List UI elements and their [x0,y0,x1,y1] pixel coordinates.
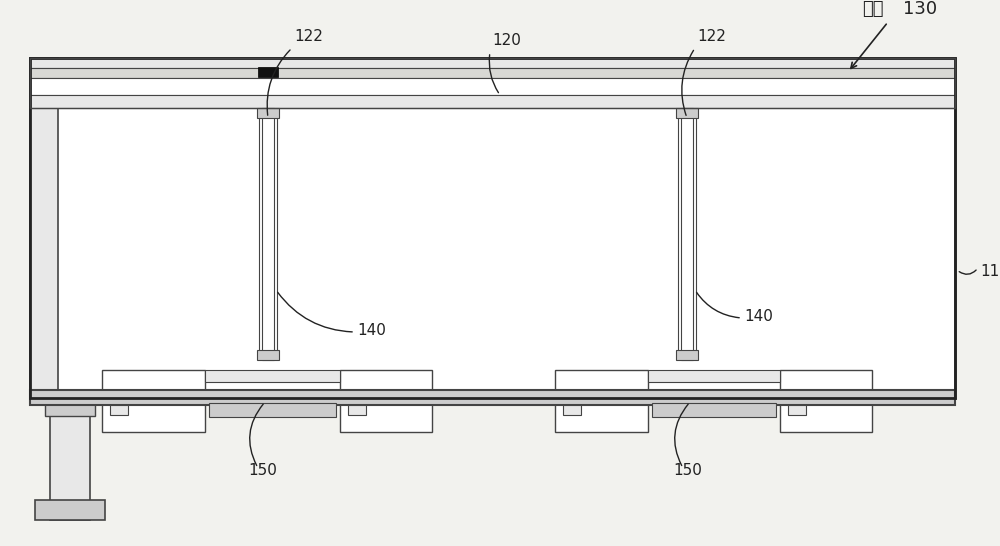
Bar [30,95,955,108]
Bar [258,67,278,77]
Text: 110: 110 [980,264,1000,280]
Bar [555,370,648,432]
Bar [50,398,90,520]
Bar [262,108,274,360]
Bar [676,108,698,118]
Bar [209,403,336,417]
Bar [45,398,95,416]
Bar [652,403,776,417]
Bar [30,58,955,398]
Bar [348,405,366,415]
Bar [30,58,955,398]
Bar [30,58,955,108]
Bar [30,78,955,95]
Bar [257,108,279,118]
Text: 130: 130 [903,0,937,18]
Bar [648,370,780,382]
Bar [205,370,340,382]
Bar [30,58,955,68]
Bar [676,350,698,360]
Bar [788,405,806,415]
Bar [681,108,693,360]
Bar [780,370,872,432]
Text: 122: 122 [294,29,323,44]
Bar [340,370,432,432]
Text: 150: 150 [673,463,702,478]
Text: 150: 150 [248,463,277,478]
Bar [30,68,955,78]
Bar [30,58,58,398]
Text: 122: 122 [697,29,726,44]
Bar [257,350,279,360]
Bar [35,500,105,520]
Text: 140: 140 [357,323,386,338]
Text: 120: 120 [492,33,521,48]
Text: 140: 140 [744,309,773,324]
Bar [30,390,955,405]
Text: 玻璃: 玻璃 [862,0,884,18]
Bar [563,405,581,415]
Bar [102,370,205,432]
Bar [110,405,128,415]
